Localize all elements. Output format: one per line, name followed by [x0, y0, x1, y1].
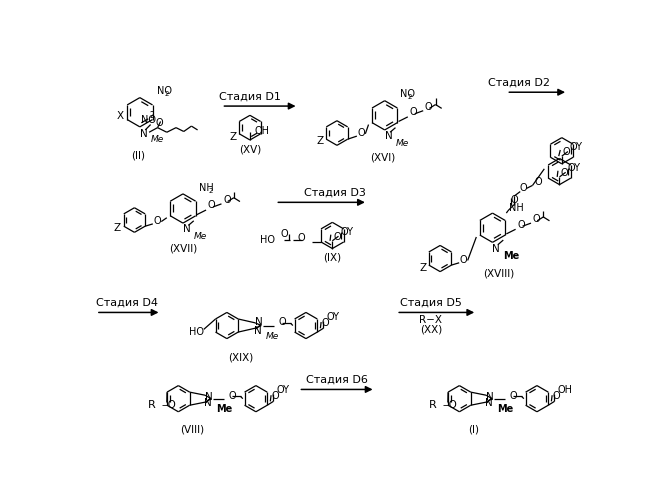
Text: Me: Me — [216, 404, 232, 414]
Text: (XV): (XV) — [239, 144, 261, 154]
Text: O: O — [208, 201, 215, 211]
Text: OH: OH — [255, 126, 269, 136]
Text: OY: OY — [277, 385, 289, 395]
Text: O: O — [154, 216, 162, 226]
Text: Z: Z — [114, 223, 121, 233]
Text: O: O — [156, 118, 163, 128]
Text: (XX): (XX) — [420, 324, 442, 334]
Text: N: N — [140, 129, 148, 139]
Text: N: N — [385, 131, 393, 141]
Text: Me: Me — [151, 135, 164, 144]
Text: Me: Me — [266, 332, 279, 341]
Text: (IX): (IX) — [323, 253, 342, 263]
Text: O: O — [509, 391, 517, 401]
Text: Стадия D3: Стадия D3 — [304, 187, 365, 197]
Text: (XVII): (XVII) — [169, 244, 197, 253]
Text: HO: HO — [260, 235, 275, 245]
Text: Me: Me — [503, 251, 520, 261]
Text: O: O — [520, 184, 527, 194]
Text: Me: Me — [497, 404, 513, 414]
Text: O: O — [532, 214, 540, 224]
Text: 2: 2 — [150, 111, 155, 120]
Text: Me: Me — [194, 232, 207, 241]
Text: (XVI): (XVI) — [371, 153, 396, 163]
Text: Z: Z — [316, 136, 324, 146]
Text: Стадия D2: Стадия D2 — [489, 78, 551, 88]
Text: R: R — [428, 400, 436, 410]
Text: N: N — [203, 398, 211, 408]
Text: NH: NH — [508, 204, 524, 214]
Text: O: O — [563, 147, 570, 157]
Text: O: O — [460, 254, 467, 264]
Text: 2: 2 — [209, 189, 213, 195]
Text: O: O — [223, 195, 230, 205]
Text: O: O — [517, 220, 525, 230]
Text: O: O — [321, 318, 329, 328]
Text: NO: NO — [142, 115, 156, 125]
Text: OY: OY — [569, 142, 583, 152]
Text: (II): (II) — [131, 150, 145, 160]
Text: Стадия D5: Стадия D5 — [400, 297, 462, 307]
Text: O: O — [409, 107, 417, 117]
Text: OY: OY — [340, 227, 353, 237]
Text: OH: OH — [557, 385, 573, 395]
Text: N: N — [485, 398, 493, 408]
Text: Стадия D1: Стадия D1 — [219, 92, 281, 102]
Text: NO: NO — [157, 86, 171, 96]
Text: N: N — [486, 392, 494, 402]
Text: O: O — [278, 317, 286, 327]
Text: ‒O: ‒O — [442, 400, 457, 410]
Text: N: N — [254, 325, 261, 335]
Text: O: O — [298, 233, 306, 243]
Text: N: N — [183, 224, 191, 234]
Text: O: O — [560, 168, 568, 178]
Text: NH: NH — [199, 184, 214, 194]
Text: O: O — [534, 177, 542, 187]
Text: O: O — [280, 229, 288, 240]
Text: Стадия D6: Стадия D6 — [306, 374, 368, 384]
Text: NO: NO — [400, 89, 415, 99]
Text: R: R — [148, 400, 156, 410]
Text: X: X — [117, 111, 124, 121]
Text: O: O — [357, 128, 365, 138]
Text: OY: OY — [326, 312, 340, 322]
Text: HO: HO — [189, 327, 204, 337]
Text: O: O — [552, 391, 560, 401]
Text: (XVIII): (XVIII) — [483, 269, 514, 279]
Text: (I): (I) — [468, 425, 479, 435]
Text: OY: OY — [567, 163, 580, 173]
Text: O: O — [271, 391, 279, 401]
Text: 2: 2 — [408, 94, 412, 100]
Text: N: N — [255, 317, 263, 327]
Text: O: O — [425, 102, 432, 112]
Text: Z: Z — [420, 263, 427, 273]
Text: (VIII): (VIII) — [180, 425, 205, 435]
Text: O: O — [333, 232, 341, 242]
Text: (XIX): (XIX) — [228, 353, 254, 363]
Text: O: O — [228, 391, 236, 401]
Text: N: N — [205, 392, 213, 402]
Text: O: O — [510, 195, 518, 205]
Text: Z: Z — [230, 132, 236, 142]
Text: ‒O: ‒O — [162, 400, 176, 410]
Text: 2: 2 — [164, 91, 169, 97]
Text: Стадия D4: Стадия D4 — [96, 297, 158, 307]
Text: N: N — [493, 244, 500, 253]
Text: R−X: R−X — [420, 315, 442, 325]
Text: Me: Me — [395, 139, 408, 148]
